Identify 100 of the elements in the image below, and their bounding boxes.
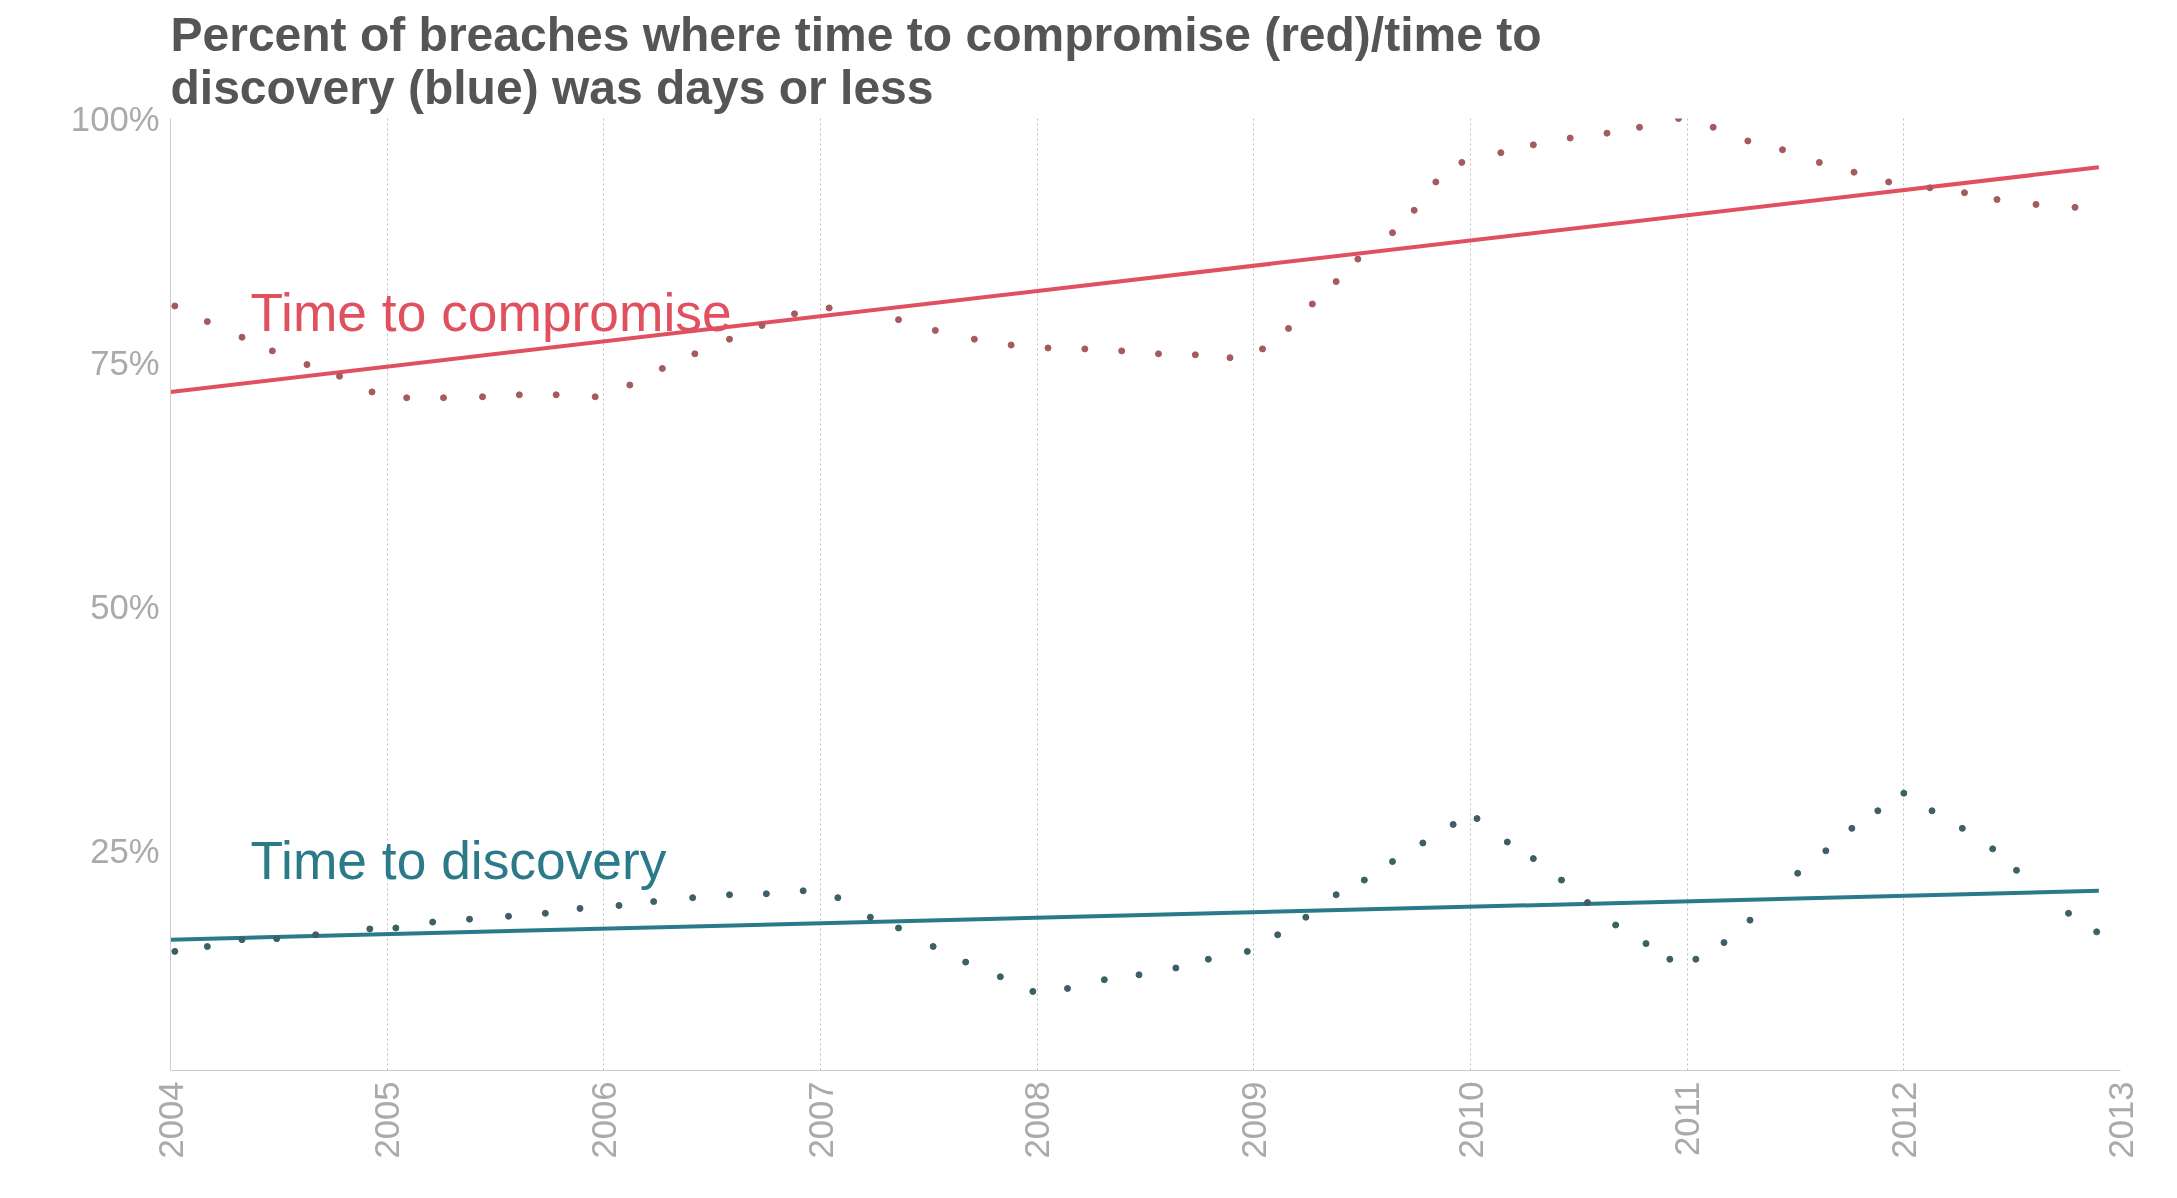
point xyxy=(1503,838,1511,846)
point xyxy=(962,958,970,966)
point xyxy=(1958,824,1966,832)
point xyxy=(238,936,246,944)
point xyxy=(691,350,699,358)
point xyxy=(1172,964,1180,972)
point xyxy=(1692,955,1700,963)
point xyxy=(1603,129,1611,137)
point xyxy=(366,925,374,933)
point xyxy=(996,973,1004,981)
point xyxy=(1259,345,1266,353)
point xyxy=(1709,123,1717,131)
point xyxy=(238,333,246,341)
point xyxy=(1848,824,1856,832)
point xyxy=(336,372,343,380)
point xyxy=(171,302,179,310)
point xyxy=(2032,200,2040,208)
point xyxy=(1989,845,1997,853)
point xyxy=(1081,345,1089,353)
point xyxy=(1449,820,1457,828)
point xyxy=(1118,347,1126,355)
x-tick-label: 2009 xyxy=(1234,1081,1273,1159)
point xyxy=(1666,955,1674,963)
point xyxy=(1566,134,1574,142)
point xyxy=(1432,178,1440,186)
point xyxy=(1285,324,1292,332)
point xyxy=(1584,899,1591,907)
point xyxy=(515,391,523,399)
point xyxy=(1900,789,1908,797)
point xyxy=(1993,196,2001,204)
point xyxy=(1961,189,1968,197)
point xyxy=(1642,940,1650,948)
point xyxy=(1389,229,1396,237)
point xyxy=(866,913,874,921)
point xyxy=(1612,921,1620,929)
x-tick-label: 2012 xyxy=(1884,1081,1923,1159)
x-tick-label: 2008 xyxy=(1018,1081,1057,1159)
point xyxy=(726,891,733,899)
point xyxy=(2065,909,2072,917)
point xyxy=(1822,847,1830,855)
point xyxy=(1497,149,1505,157)
point xyxy=(1302,913,1310,921)
series-label: Time to discovery xyxy=(250,830,667,890)
point xyxy=(1885,178,1893,186)
x-tick-label: 2006 xyxy=(584,1081,623,1159)
point xyxy=(268,347,276,355)
point xyxy=(1332,278,1340,286)
point xyxy=(1243,947,1251,955)
point xyxy=(1779,146,1786,154)
point xyxy=(1044,344,1052,352)
point xyxy=(834,894,842,902)
point xyxy=(1473,815,1481,823)
point xyxy=(791,310,798,318)
point xyxy=(1155,350,1162,358)
point xyxy=(392,924,400,932)
point xyxy=(403,394,411,402)
point xyxy=(615,901,623,909)
point xyxy=(273,935,281,943)
point xyxy=(825,304,833,312)
point xyxy=(931,326,939,334)
point xyxy=(1746,916,1754,924)
point xyxy=(1308,300,1316,308)
x-tick-label: 2013 xyxy=(2101,1081,2140,1159)
point xyxy=(762,890,770,898)
point xyxy=(689,894,697,902)
point xyxy=(541,909,549,917)
point xyxy=(1389,858,1396,866)
point xyxy=(929,943,937,950)
point xyxy=(1815,158,1823,166)
point xyxy=(1558,876,1565,884)
x-tick-label: 2005 xyxy=(368,1081,407,1159)
point xyxy=(1007,341,1015,349)
point xyxy=(2071,203,2079,211)
point xyxy=(312,931,320,939)
point xyxy=(626,381,634,389)
series-label: Time to compromise xyxy=(250,282,732,342)
point xyxy=(1874,807,1882,815)
point xyxy=(479,393,486,401)
point xyxy=(1529,141,1537,149)
point xyxy=(1850,168,1858,176)
point xyxy=(1419,839,1427,847)
point xyxy=(303,361,311,369)
point xyxy=(1794,869,1802,877)
point xyxy=(1410,206,1418,214)
x-tick-label: 2010 xyxy=(1451,1081,1490,1159)
point xyxy=(758,322,766,329)
point xyxy=(429,918,437,926)
point xyxy=(1029,987,1037,995)
point xyxy=(466,915,473,923)
y-tick-label: 100% xyxy=(70,99,160,138)
point xyxy=(1204,955,1212,963)
point xyxy=(1928,807,1936,815)
point xyxy=(1529,855,1537,863)
point xyxy=(576,904,584,912)
chart-title: Percent of breaches where time to compromise (red)/time to discovery (blue) was days or less xyxy=(170,7,1542,114)
point xyxy=(203,318,211,326)
point xyxy=(1064,984,1071,992)
point xyxy=(1354,255,1362,263)
point xyxy=(591,393,599,401)
x-tick-label: 2011 xyxy=(1668,1081,1707,1157)
